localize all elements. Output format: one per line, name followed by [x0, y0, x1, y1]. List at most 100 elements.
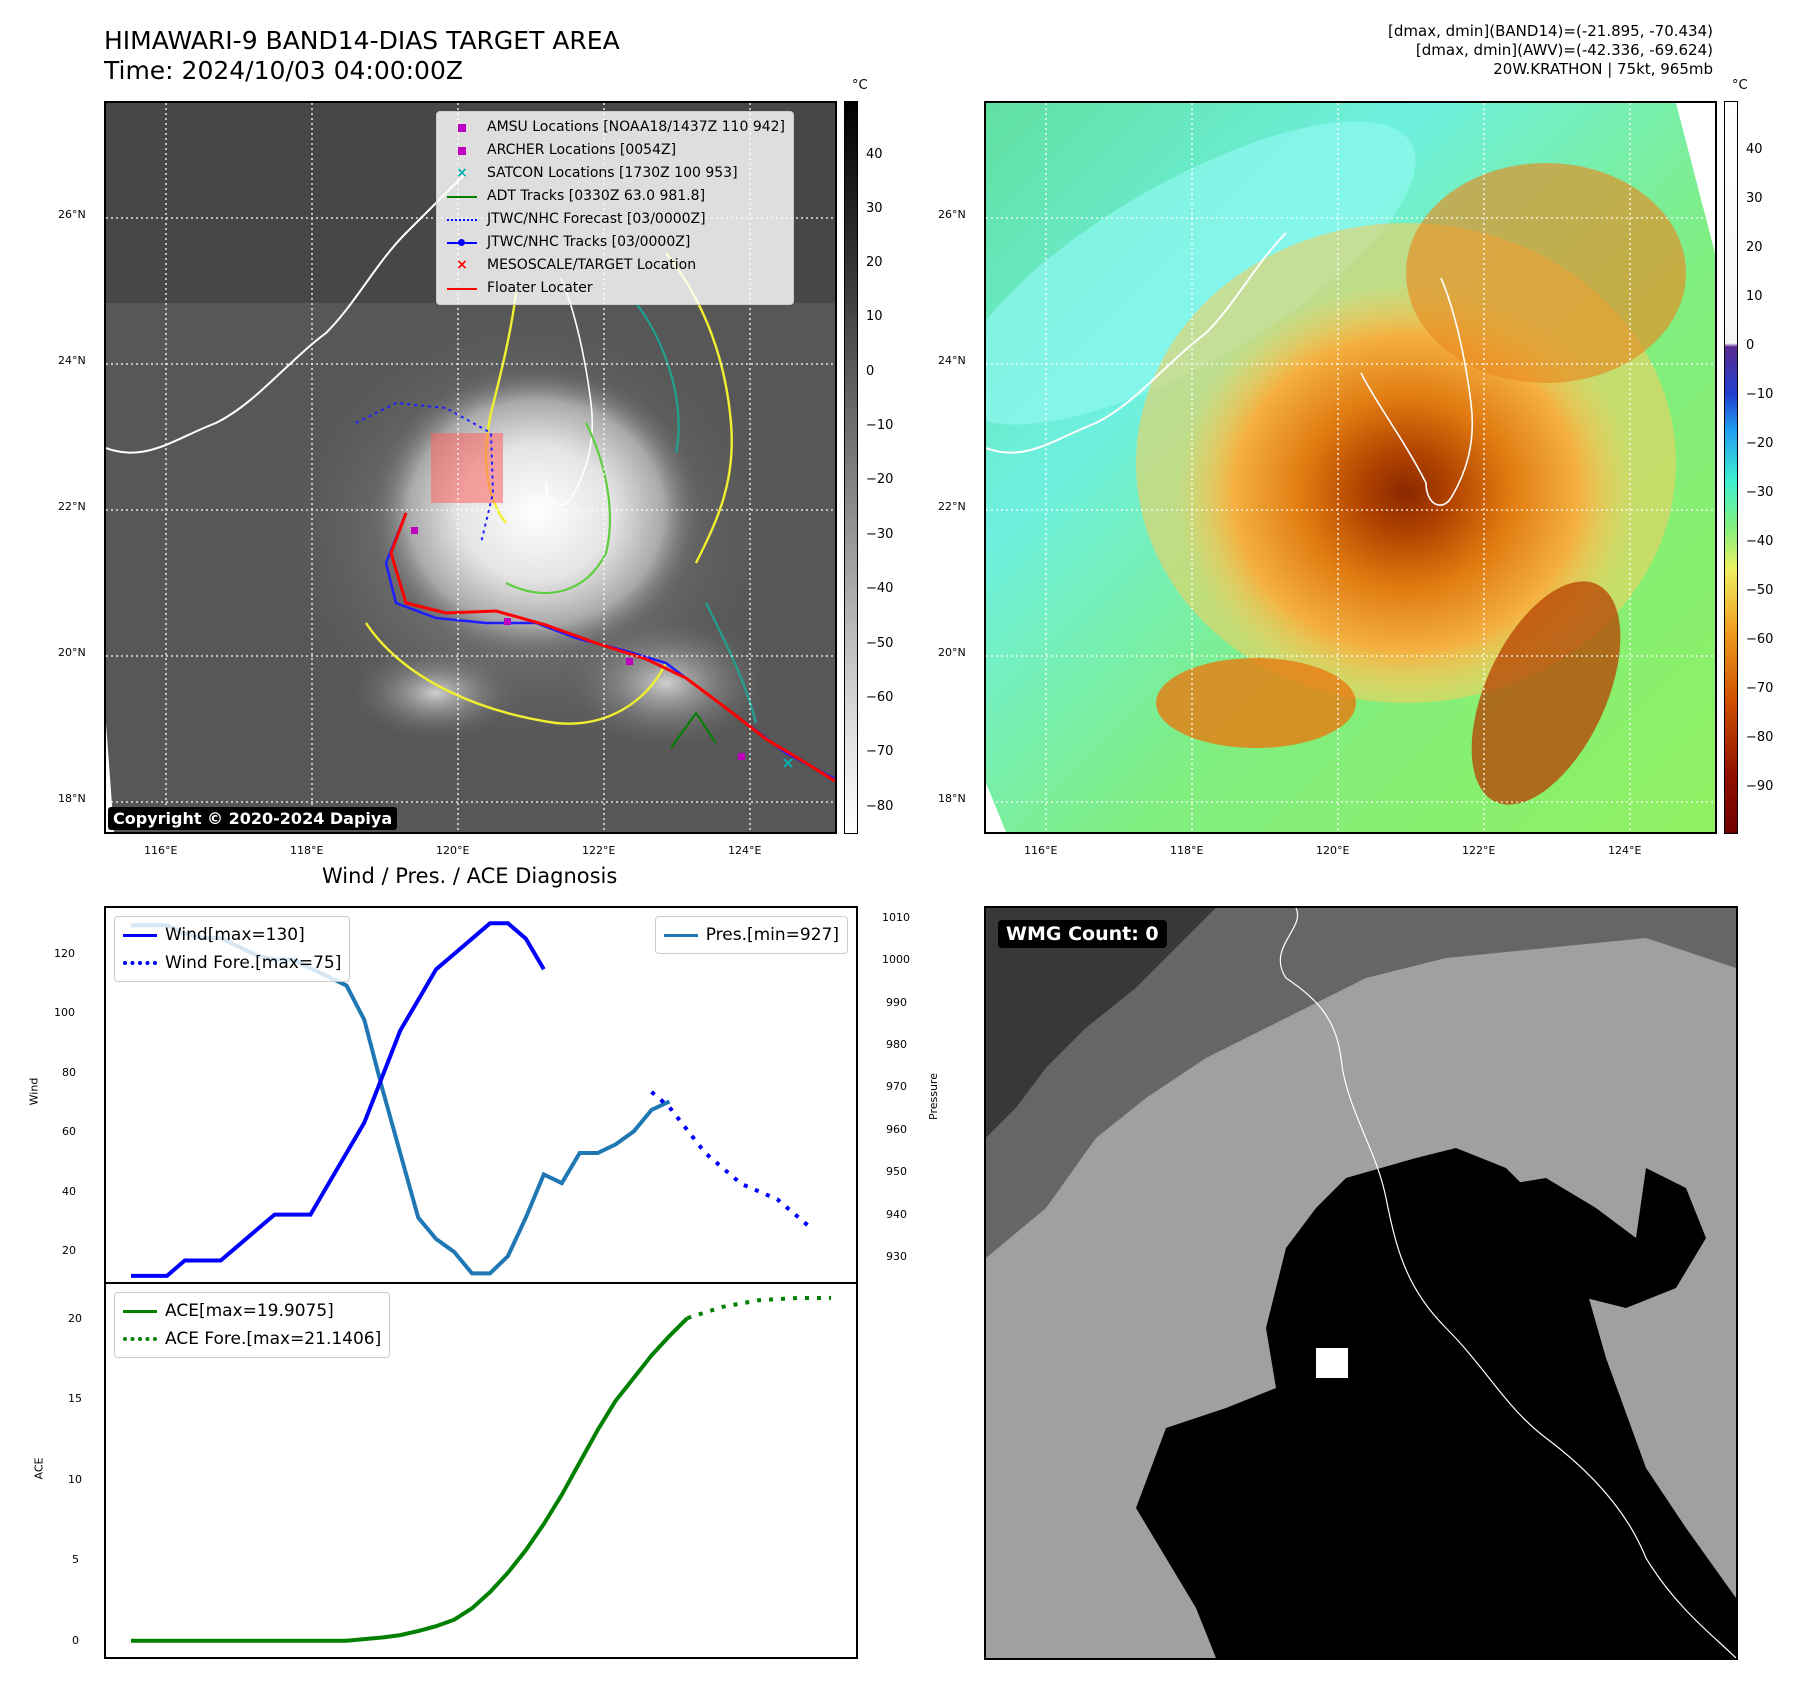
ace-axis-label: ACE: [32, 1457, 46, 1480]
lon-tick: 118°E: [290, 844, 324, 857]
legend-item-ace-forecast: ACE Fore.[max=21.1406]: [123, 1325, 381, 1353]
colorbar-tick: −60: [1746, 632, 1774, 647]
wmg-count-label: WMG Count: 0: [998, 920, 1167, 948]
colorbar-tick: −10: [1746, 387, 1774, 402]
wind-tick: 60: [62, 1125, 76, 1138]
pressure-tick: 940: [886, 1208, 907, 1221]
lat-tick: 18°N: [938, 792, 966, 805]
wind-pressure-chart: Wind[max=130] Wind Fore.[max=75] Pres.[m…: [104, 906, 858, 1284]
line-marker-icon: [123, 928, 157, 942]
wmg-panel: WMG Count: 0: [984, 906, 1738, 1660]
dotted-line-icon: [123, 956, 157, 970]
line-dot-marker-icon: [445, 236, 479, 250]
legend-item-satcon: × SATCON Locations [1730Z 100 953]: [445, 162, 785, 185]
colorbar-tick: 20: [1746, 240, 1763, 255]
lat-tick: 22°N: [58, 500, 86, 513]
wind-tick: 20: [62, 1244, 76, 1257]
lat-tick: 20°N: [58, 646, 86, 659]
wmg-image: [986, 908, 1736, 1658]
colorbar-tick: −80: [1746, 730, 1774, 745]
lon-tick: 120°E: [1316, 844, 1350, 857]
dotted-line-icon: [123, 1332, 157, 1346]
band14-stats: [dmax, dmin](BAND14)=(-21.895, -70.434): [1388, 22, 1713, 40]
legend-item-pressure: Pres.[min=927]: [663, 921, 839, 949]
awv-colorbar-unit: °C: [1732, 78, 1748, 93]
colorbar-tick: −80: [866, 799, 894, 814]
wind-axis-label: Wind: [27, 1077, 41, 1106]
wind-tick: 40: [62, 1185, 76, 1198]
colorbar-tick: −50: [866, 636, 894, 651]
colorbar-tick: −50: [1746, 583, 1774, 598]
legend-item-amsu: AMSU Locations [NOAA18/1437Z 110 942]: [445, 116, 785, 139]
ace-tick: 15: [68, 1392, 82, 1405]
ir-colorbar: [844, 101, 858, 834]
ace-chart: ACE[max=19.9075] ACE Fore.[max=21.1406]: [104, 1282, 858, 1659]
square-marker-icon: [445, 121, 479, 135]
lat-tick: 24°N: [58, 354, 86, 367]
colorbar-tick: −20: [866, 472, 894, 487]
lon-tick: 122°E: [1462, 844, 1496, 857]
lon-tick: 124°E: [1608, 844, 1642, 857]
x-marker-icon: ×: [456, 257, 468, 273]
colorbar-tick: −40: [866, 581, 894, 596]
legend-item-adt: ADT Tracks [0330Z 63.0 981.8]: [445, 185, 785, 208]
legend-item-jtwc-forecast: JTWC/NHC Forecast [03/0000Z]: [445, 208, 785, 231]
legend-item-jtwc-tracks: JTWC/NHC Tracks [03/0000Z]: [445, 231, 785, 254]
colorbar-tick: 0: [1746, 338, 1755, 353]
lat-tick: 26°N: [58, 208, 86, 221]
lat-tick: 18°N: [58, 792, 86, 805]
awv-stats: [dmax, dmin](AWV)=(-42.336, -69.624): [1415, 41, 1713, 59]
chart-title: HIMAWARI-9 BAND14-DIAS TARGET AREA: [104, 26, 620, 55]
legend-item-floater: Floater Locater: [445, 277, 785, 300]
pressure-tick: 1000: [882, 953, 910, 966]
colorbar-tick: −70: [1746, 681, 1774, 696]
pressure-tick: 1010: [882, 911, 910, 924]
wind-legend: Wind[max=130] Wind Fore.[max=75]: [114, 916, 351, 982]
storm-info: 20W.KRATHON | 75kt, 965mb: [1493, 60, 1713, 78]
pressure-legend: Pres.[min=927]: [654, 916, 848, 954]
wind-forecast-series-line: [650, 1090, 815, 1232]
lat-tick: 20°N: [938, 646, 966, 659]
chart-time: Time: 2024/10/03 04:00:00Z: [104, 56, 463, 85]
colorbar-tick: −60: [866, 690, 894, 705]
colorbar-tick: −90: [1746, 779, 1774, 794]
legend-item-archer: ARCHER Locations [0054Z]: [445, 139, 785, 162]
ace-forecast-series-line: [686, 1295, 832, 1321]
colorbar-tick: 40: [866, 147, 883, 162]
copyright-label: Copyright © 2020-2024 Dapiya: [108, 807, 398, 830]
wind-tick: 80: [62, 1066, 76, 1079]
wind-tick: 100: [54, 1006, 75, 1019]
ace-plot: [131, 1295, 832, 1643]
pressure-tick: 930: [886, 1250, 907, 1263]
ace-tick: 10: [68, 1473, 82, 1486]
colorbar-tick: −20: [1746, 436, 1774, 451]
ace-tick: 5: [72, 1553, 79, 1566]
x-marker-icon: ×: [456, 165, 468, 181]
colorbar-tick: 0: [866, 364, 875, 379]
lon-tick: 124°E: [728, 844, 762, 857]
lon-tick: 120°E: [436, 844, 470, 857]
line-marker-icon: [123, 1304, 157, 1318]
legend-item-mesoscale: × MESOSCALE/TARGET Location: [445, 254, 785, 277]
legend-item-wind: Wind[max=130]: [123, 921, 341, 949]
ace-legend: ACE[max=19.9075] ACE Fore.[max=21.1406]: [114, 1292, 391, 1358]
colorbar-tick: 20: [866, 255, 883, 270]
colorbar-tick: 30: [1746, 191, 1763, 206]
colorbar-tick: 10: [1746, 289, 1763, 304]
colorbar-tick: −30: [1746, 485, 1774, 500]
legend-item-ace: ACE[max=19.9075]: [123, 1297, 381, 1325]
pressure-axis-label: Pressure: [926, 1073, 940, 1120]
square-marker-icon: [445, 144, 479, 158]
wind-tick: 120: [54, 947, 75, 960]
lon-tick: 122°E: [582, 844, 616, 857]
line-marker-icon: [663, 928, 698, 942]
colorbar-tick: −40: [1746, 534, 1774, 549]
lat-tick: 24°N: [938, 354, 966, 367]
pressure-tick: 970: [886, 1080, 907, 1093]
colorbar-tick: −30: [866, 527, 894, 542]
lon-tick: 118°E: [1170, 844, 1204, 857]
awv-map-image: [986, 103, 1715, 832]
diagnosis-title: Wind / Pres. / ACE Diagnosis: [322, 864, 618, 888]
lon-tick: 116°E: [1024, 844, 1058, 857]
ir-colorbar-unit: °C: [852, 78, 868, 93]
